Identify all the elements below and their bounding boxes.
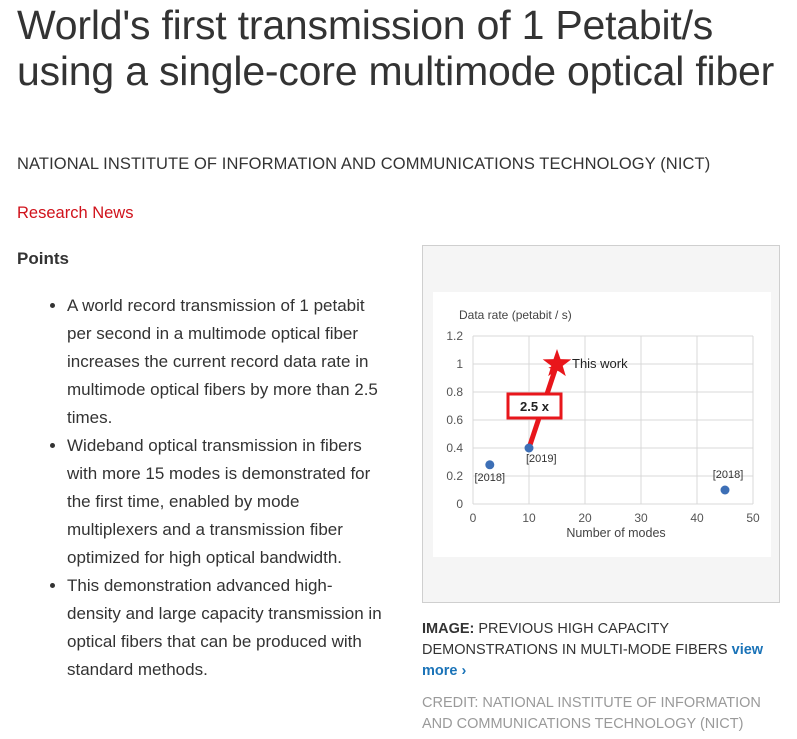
point-item: Wideband optical transmission in fibers …	[67, 432, 387, 572]
x-tick-label: 50	[746, 511, 760, 525]
data-point-label: This work	[572, 356, 628, 371]
x-axis-label: Number of modes	[566, 526, 665, 540]
y-tick-label: 1.2	[446, 329, 463, 343]
points-list: A world record transmission of 1 petabit…	[17, 292, 387, 684]
annotation-label: 2.5 x	[520, 399, 550, 414]
point-item: A world record transmission of 1 petabit…	[67, 292, 387, 432]
x-tick-label: 0	[470, 511, 477, 525]
y-tick-label: 0.6	[446, 413, 463, 427]
x-tick-label: 20	[578, 511, 592, 525]
points-heading: Points	[17, 249, 69, 268]
y-tick-label: 0.8	[446, 385, 463, 399]
x-tick-label: 30	[634, 511, 648, 525]
figure-credit: CREDIT: NATIONAL INSTITUTE OF INFORMATIO…	[422, 695, 761, 732]
data-point-label: [2019]	[526, 453, 557, 465]
annotation-box	[506, 392, 563, 420]
caption-text: PREVIOUS HIGH CAPACITY DEMONSTRATIONS IN…	[422, 621, 728, 658]
data-point-label: [2018]	[713, 469, 744, 481]
x-tick-label: 40	[690, 511, 704, 525]
y-tick-label: 0	[456, 497, 463, 511]
y-tick-label: 1	[456, 357, 463, 371]
data-point-label: [2018]	[475, 472, 506, 484]
point-item: This demonstration advanced high-density…	[67, 572, 387, 684]
data-point	[524, 443, 534, 453]
data-point-star	[542, 349, 572, 377]
article-title: World's first transmission of 1 Petabit/…	[17, 2, 775, 94]
figure-image[interactable]: 0 10 20 30 40 50 0 0.2 0.4 0.6 0.8 1 1.2 Data rate (p…	[422, 245, 780, 603]
data-point	[485, 460, 495, 470]
view-more-link[interactable]: view more ›	[422, 642, 764, 679]
scatter-chart: 0 10 20 30 40 50 0 0.2 0.4 0.6 0.8 1 1.2 Data rate (p…	[446, 308, 760, 540]
research-news-link[interactable]: Research News	[17, 204, 134, 222]
y-tick-label: 0.4	[446, 441, 463, 455]
y-axis-label: Data rate (petabit / s)	[459, 308, 572, 322]
data-point	[720, 485, 730, 495]
caption-label: IMAGE:	[422, 621, 475, 637]
article-source: NATIONAL INSTITUTE OF INFORMATION AND CO…	[17, 155, 711, 173]
figure-caption: IMAGE: PREVIOUS HIGH CAPACITY DEMONSTRAT…	[422, 619, 782, 682]
x-tick-label: 10	[522, 511, 536, 525]
y-tick-label: 0.2	[446, 469, 463, 483]
chart-panel: 0 10 20 30 40 50 0 0.2 0.4 0.6 0.8 1 1.2 Data rate (p…	[433, 292, 771, 557]
